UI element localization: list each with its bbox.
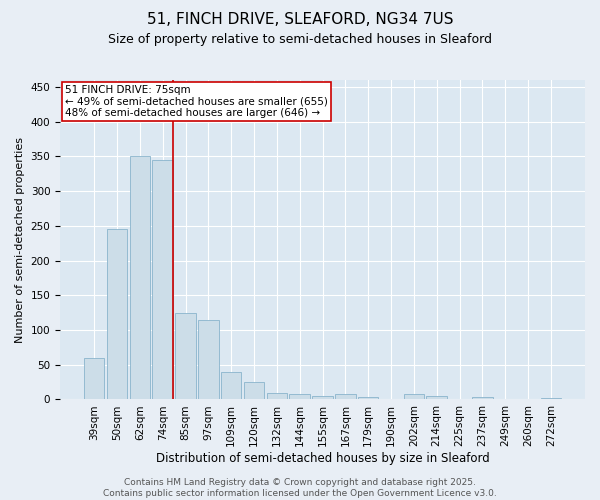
Bar [289,394,310,400]
Text: 51 FINCH DRIVE: 75sqm
← 49% of semi-detached houses are smaller (655)
48% of sem: 51 FINCH DRIVE: 75sqm ← 49% of semi-deta… [65,85,328,118]
Bar [358,398,379,400]
Bar [335,394,356,400]
X-axis label: Distribution of semi-detached houses by size in Sleaford: Distribution of semi-detached houses by … [155,452,490,465]
Bar [221,372,241,400]
Y-axis label: Number of semi-detached properties: Number of semi-detached properties [15,136,25,342]
Text: Size of property relative to semi-detached houses in Sleaford: Size of property relative to semi-detach… [108,32,492,46]
Bar [244,382,264,400]
Text: Contains HM Land Registry data © Crown copyright and database right 2025.
Contai: Contains HM Land Registry data © Crown c… [103,478,497,498]
Bar [152,160,173,400]
Bar [130,156,150,400]
Bar [312,396,333,400]
Text: 51, FINCH DRIVE, SLEAFORD, NG34 7US: 51, FINCH DRIVE, SLEAFORD, NG34 7US [147,12,453,28]
Bar [198,320,218,400]
Bar [107,230,127,400]
Bar [427,396,447,400]
Bar [472,396,493,400]
Bar [84,358,104,400]
Bar [404,394,424,400]
Bar [266,392,287,400]
Bar [175,312,196,400]
Bar [541,398,561,400]
